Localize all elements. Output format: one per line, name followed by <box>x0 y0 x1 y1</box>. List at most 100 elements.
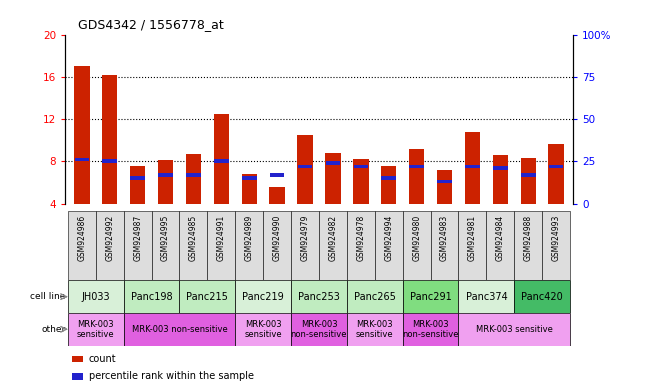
Bar <box>124 211 152 280</box>
Text: GSM924982: GSM924982 <box>329 215 337 261</box>
Text: Panc215: Panc215 <box>186 291 229 302</box>
Bar <box>493 166 508 170</box>
Text: Panc291: Panc291 <box>409 291 451 302</box>
Bar <box>102 74 117 204</box>
Text: GSM924986: GSM924986 <box>77 215 87 261</box>
Bar <box>270 187 284 204</box>
Bar <box>291 211 319 280</box>
Bar <box>409 149 424 204</box>
Text: GSM924990: GSM924990 <box>273 215 282 261</box>
Bar <box>521 173 536 177</box>
Text: count: count <box>89 354 116 364</box>
Bar <box>68 211 96 280</box>
Bar <box>353 164 368 168</box>
Bar <box>403 280 458 313</box>
Bar <box>347 313 403 346</box>
Text: MRK-003
non-sensitive: MRK-003 non-sensitive <box>402 319 459 339</box>
Text: Panc374: Panc374 <box>465 291 507 302</box>
Bar <box>514 211 542 280</box>
Bar <box>403 313 458 346</box>
Bar <box>242 176 256 180</box>
Bar <box>514 280 570 313</box>
Bar <box>521 158 536 204</box>
Text: Panc219: Panc219 <box>242 291 284 302</box>
Bar <box>242 174 257 204</box>
Text: MRK-003
non-sensitive: MRK-003 non-sensitive <box>291 319 347 339</box>
Bar <box>180 280 235 313</box>
Bar <box>381 176 396 180</box>
Bar <box>319 211 347 280</box>
Bar <box>152 211 180 280</box>
Text: MRK-003
sensitive: MRK-003 sensitive <box>77 319 115 339</box>
Bar <box>208 211 235 280</box>
Bar <box>458 211 486 280</box>
Bar <box>158 173 173 177</box>
Bar <box>186 154 201 204</box>
Text: GSM924983: GSM924983 <box>440 215 449 261</box>
Bar <box>326 153 340 204</box>
Text: MRK-003
sensitive: MRK-003 sensitive <box>356 319 394 339</box>
Bar <box>347 211 375 280</box>
Bar <box>235 313 291 346</box>
Text: Panc253: Panc253 <box>298 291 340 302</box>
Text: GSM924989: GSM924989 <box>245 215 254 261</box>
Bar <box>375 211 403 280</box>
Bar <box>493 155 508 204</box>
Text: cell line: cell line <box>30 292 65 301</box>
Bar <box>437 170 452 204</box>
Bar <box>548 144 564 204</box>
Bar <box>214 114 229 204</box>
Bar <box>130 176 145 180</box>
Bar <box>409 164 424 168</box>
Bar <box>549 164 563 168</box>
Bar <box>74 66 90 204</box>
Bar <box>235 280 291 313</box>
Bar <box>298 135 312 204</box>
Text: GSM924993: GSM924993 <box>551 215 561 261</box>
Bar <box>75 158 89 161</box>
Text: Panc198: Panc198 <box>131 291 173 302</box>
Bar <box>235 211 263 280</box>
Text: percentile rank within the sample: percentile rank within the sample <box>89 371 253 381</box>
Text: GSM924985: GSM924985 <box>189 215 198 261</box>
Text: GSM924988: GSM924988 <box>524 215 533 261</box>
Text: MRK-003
sensitive: MRK-003 sensitive <box>244 319 282 339</box>
Bar <box>68 313 124 346</box>
Text: JH033: JH033 <box>81 291 110 302</box>
Bar <box>458 313 570 346</box>
Text: GSM924980: GSM924980 <box>412 215 421 261</box>
Text: other: other <box>41 325 65 334</box>
Bar <box>124 313 235 346</box>
Bar <box>403 211 430 280</box>
Bar <box>180 211 208 280</box>
Text: Panc420: Panc420 <box>521 291 563 302</box>
Bar <box>353 159 368 204</box>
Bar <box>465 132 480 204</box>
Bar <box>124 280 180 313</box>
Text: GSM924978: GSM924978 <box>356 215 365 261</box>
Bar <box>186 173 201 177</box>
Text: GSM924984: GSM924984 <box>496 215 505 261</box>
Text: GDS4342 / 1556778_at: GDS4342 / 1556778_at <box>78 18 224 31</box>
Text: GSM924995: GSM924995 <box>161 215 170 261</box>
Bar <box>542 211 570 280</box>
Bar <box>298 164 312 168</box>
Bar <box>158 160 173 204</box>
Bar <box>326 161 340 165</box>
Text: GSM924994: GSM924994 <box>384 215 393 261</box>
Text: Panc265: Panc265 <box>354 291 396 302</box>
Bar <box>437 180 452 184</box>
Bar <box>486 211 514 280</box>
Bar <box>465 164 480 168</box>
Text: MRK-003 non-sensitive: MRK-003 non-sensitive <box>132 325 227 334</box>
Bar <box>458 280 514 313</box>
Bar <box>347 280 403 313</box>
Text: MRK-003 sensitive: MRK-003 sensitive <box>476 325 553 334</box>
Text: GSM924991: GSM924991 <box>217 215 226 261</box>
Text: GSM924992: GSM924992 <box>105 215 114 261</box>
Text: GSM924981: GSM924981 <box>468 215 477 261</box>
Bar <box>130 166 145 204</box>
Text: GSM924979: GSM924979 <box>301 215 309 261</box>
Bar <box>96 211 124 280</box>
Bar <box>263 211 291 280</box>
